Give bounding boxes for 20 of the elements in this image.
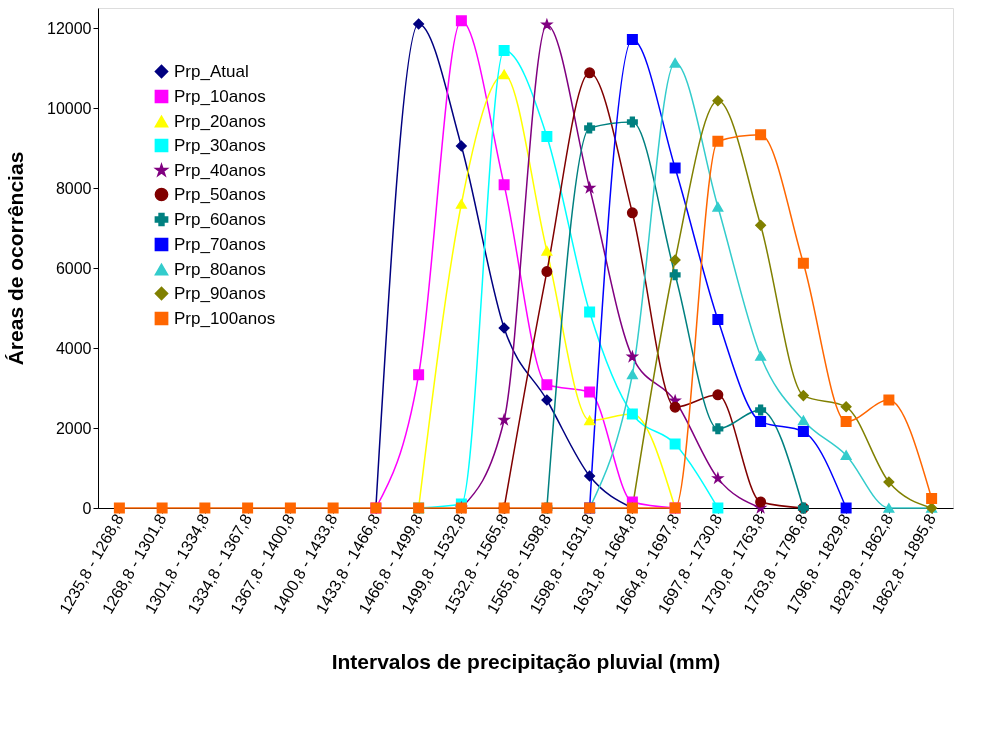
legend-label: Prp_90anos: [174, 283, 266, 303]
legend-label: Prp_20anos: [174, 111, 266, 131]
legend-label: Prp_Atual: [174, 61, 249, 81]
legend-label: Prp_10anos: [174, 86, 266, 106]
legend-label: Prp_60anos: [174, 209, 266, 229]
x-axis-title: Intervalos de precipitação pluvial (mm): [331, 649, 721, 673]
y-tick-label: 12000: [47, 19, 92, 37]
y-tick-label: 2000: [55, 419, 92, 437]
y-tick-label: 10000: [47, 99, 92, 117]
legend-label: Prp_70anos: [174, 234, 266, 254]
legend-label: Prp_40anos: [174, 160, 266, 180]
y-tick-label: 8000: [55, 179, 92, 197]
y-tick-label: 0: [82, 499, 92, 517]
legend-label: Prp_30anos: [174, 135, 266, 155]
y-axis-title: Áreas de ocorrências: [4, 151, 28, 366]
y-tick-label: 6000: [55, 259, 92, 277]
legend-label: Prp_100anos: [174, 308, 276, 328]
legend-label: Prp_80anos: [174, 259, 266, 279]
legend-label: Prp_50anos: [174, 184, 266, 204]
y-tick-label: 4000: [55, 339, 92, 357]
